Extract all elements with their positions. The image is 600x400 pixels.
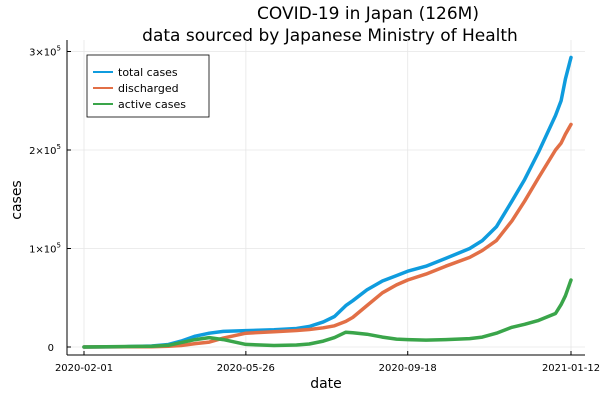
x-tick-label: 2020-05-26 <box>217 363 275 374</box>
y-tick-label: 1×105 <box>29 242 61 256</box>
legend-label-total-cases: total cases <box>118 66 178 79</box>
series-total-cases-line <box>82 55 573 349</box>
y-axis-label: cases <box>9 180 25 219</box>
legend-label-active-cases: active cases <box>118 98 186 111</box>
chart-title-line-1: COVID-19 in Japan (126M) <box>257 4 479 24</box>
y-tick-label: 3×105 <box>29 45 61 59</box>
x-tick-label: 2020-09-18 <box>379 363 437 374</box>
x-tick-label: 2020-02-01 <box>55 363 113 374</box>
x-axis-ticks: 2020-02-01 2020-05-26 2020-09-18 2021-01-12 <box>55 351 600 374</box>
y-tick-label: 2×105 <box>29 143 61 157</box>
series-discharged-line <box>82 122 573 349</box>
legend-label-discharged: discharged <box>118 82 179 95</box>
y-tick-label: 0 <box>48 343 54 354</box>
legend-box <box>86 54 210 118</box>
x-axis-label: date <box>310 376 342 392</box>
x-tick-label: 2021-01-12 <box>542 363 600 374</box>
legend: total cases discharged active cases <box>86 54 210 118</box>
y-axis-ticks: 0 1×105 2×105 3×105 <box>29 45 71 354</box>
series-lines <box>82 55 573 349</box>
chart-title-line-2: data sourced by Japanese Ministry of Hea… <box>142 26 518 46</box>
series-active-cases-line <box>82 278 573 349</box>
